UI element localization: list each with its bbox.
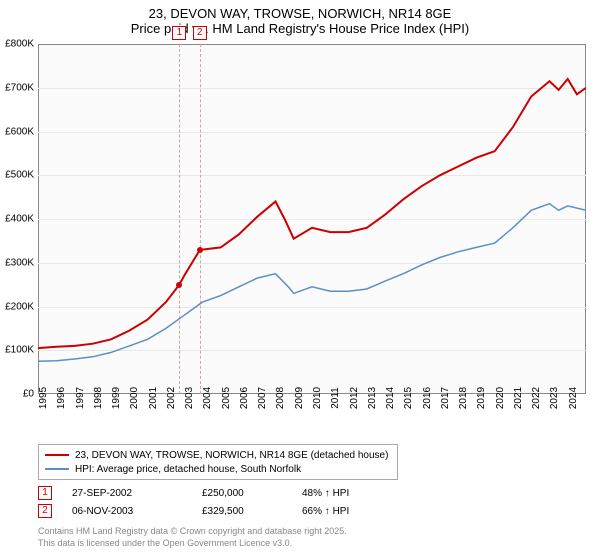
series-line	[38, 79, 586, 348]
y-tick-label: £800K	[0, 39, 34, 50]
legend-label-2: HPI: Average price, detached house, Sout…	[75, 464, 301, 475]
x-tick-label: 1996	[56, 387, 67, 409]
legend-item-2: HPI: Average price, detached house, Sout…	[45, 462, 391, 476]
chart-plot-area: 12 £0£100K£200K£300K£400K£500K£600K£700K…	[38, 44, 586, 394]
x-tick-label: 2008	[275, 387, 286, 409]
transaction-point	[176, 282, 182, 288]
y-tick-label: £700K	[0, 82, 34, 93]
x-tick-label: 2019	[476, 387, 487, 409]
transaction-marker-2: 2	[38, 504, 52, 518]
transaction-marker-icon: 1	[172, 26, 186, 40]
x-tick-label: 2004	[202, 387, 213, 409]
x-tick-label: 2007	[257, 387, 268, 409]
x-tick-label: 2015	[403, 387, 414, 409]
footer-line-2: This data is licensed under the Open Gov…	[38, 538, 347, 550]
transaction-row-1: 1 27-SEP-2002 £250,000 48% ↑ HPI	[38, 484, 422, 502]
transaction-point	[197, 247, 203, 253]
chart-title: 23, DEVON WAY, TROWSE, NORWICH, NR14 8GE…	[0, 0, 600, 38]
legend-label-1: 23, DEVON WAY, TROWSE, NORWICH, NR14 8GE…	[75, 450, 388, 461]
transaction-price-2: £329,500	[202, 506, 302, 517]
footer-line-1: Contains HM Land Registry data © Crown c…	[38, 526, 347, 538]
footer-attribution: Contains HM Land Registry data © Crown c…	[38, 526, 347, 549]
y-tick-label: £0	[0, 389, 34, 400]
x-tick-label: 2012	[349, 387, 360, 409]
chart-container: 23, DEVON WAY, TROWSE, NORWICH, NR14 8GE…	[0, 0, 600, 560]
x-tick-label: 1995	[38, 387, 49, 409]
x-tick-label: 2009	[294, 387, 305, 409]
x-tick-label: 2000	[129, 387, 140, 409]
x-tick-label: 2021	[513, 387, 524, 409]
transaction-date-1: 27-SEP-2002	[72, 488, 202, 499]
transaction-price-1: £250,000	[202, 488, 302, 499]
x-tick-label: 2006	[239, 387, 250, 409]
y-tick-label: £300K	[0, 257, 34, 268]
legend: 23, DEVON WAY, TROWSE, NORWICH, NR14 8GE…	[38, 444, 398, 480]
x-tick-label: 2018	[458, 387, 469, 409]
transaction-row-2: 2 06-NOV-2003 £329,500 66% ↑ HPI	[38, 502, 422, 520]
y-tick-label: £200K	[0, 301, 34, 312]
x-tick-label: 1998	[93, 387, 104, 409]
x-tick-label: 2003	[184, 387, 195, 409]
x-tick-label: 1997	[75, 387, 86, 409]
x-tick-label: 2020	[495, 387, 506, 409]
x-tick-label: 2014	[385, 387, 396, 409]
x-tick-label: 2011	[330, 387, 341, 409]
x-tick-label: 2002	[166, 387, 177, 409]
x-tick-label: 2016	[422, 387, 433, 409]
y-tick-label: £400K	[0, 214, 34, 225]
title-line-2: Price paid vs. HM Land Registry's House …	[0, 21, 600, 36]
x-tick-label: 1999	[111, 387, 122, 409]
x-tick-label: 2013	[367, 387, 378, 409]
transaction-marker-icon: 2	[193, 26, 207, 40]
y-tick-label: £100K	[0, 345, 34, 356]
legend-swatch-2	[45, 468, 69, 470]
x-tick-label: 2023	[549, 387, 560, 409]
transaction-pct-2: 66% ↑ HPI	[302, 506, 422, 517]
y-tick-label: £600K	[0, 126, 34, 137]
x-tick-label: 2001	[148, 387, 159, 409]
title-line-1: 23, DEVON WAY, TROWSE, NORWICH, NR14 8GE	[0, 6, 600, 21]
x-tick-label: 2022	[531, 387, 542, 409]
y-tick-label: £500K	[0, 170, 34, 181]
transaction-date-2: 06-NOV-2003	[72, 506, 202, 517]
transaction-pct-1: 48% ↑ HPI	[302, 488, 422, 499]
series-lines	[38, 44, 586, 394]
x-tick-label: 2017	[440, 387, 451, 409]
legend-item-1: 23, DEVON WAY, TROWSE, NORWICH, NR14 8GE…	[45, 448, 391, 462]
x-tick-label: 2005	[221, 387, 232, 409]
transaction-marker-1: 1	[38, 486, 52, 500]
x-tick-label: 2010	[312, 387, 323, 409]
x-tick-label: 2024	[568, 387, 579, 409]
transactions-table: 1 27-SEP-2002 £250,000 48% ↑ HPI 2 06-NO…	[38, 484, 422, 520]
legend-swatch-1	[45, 454, 69, 456]
